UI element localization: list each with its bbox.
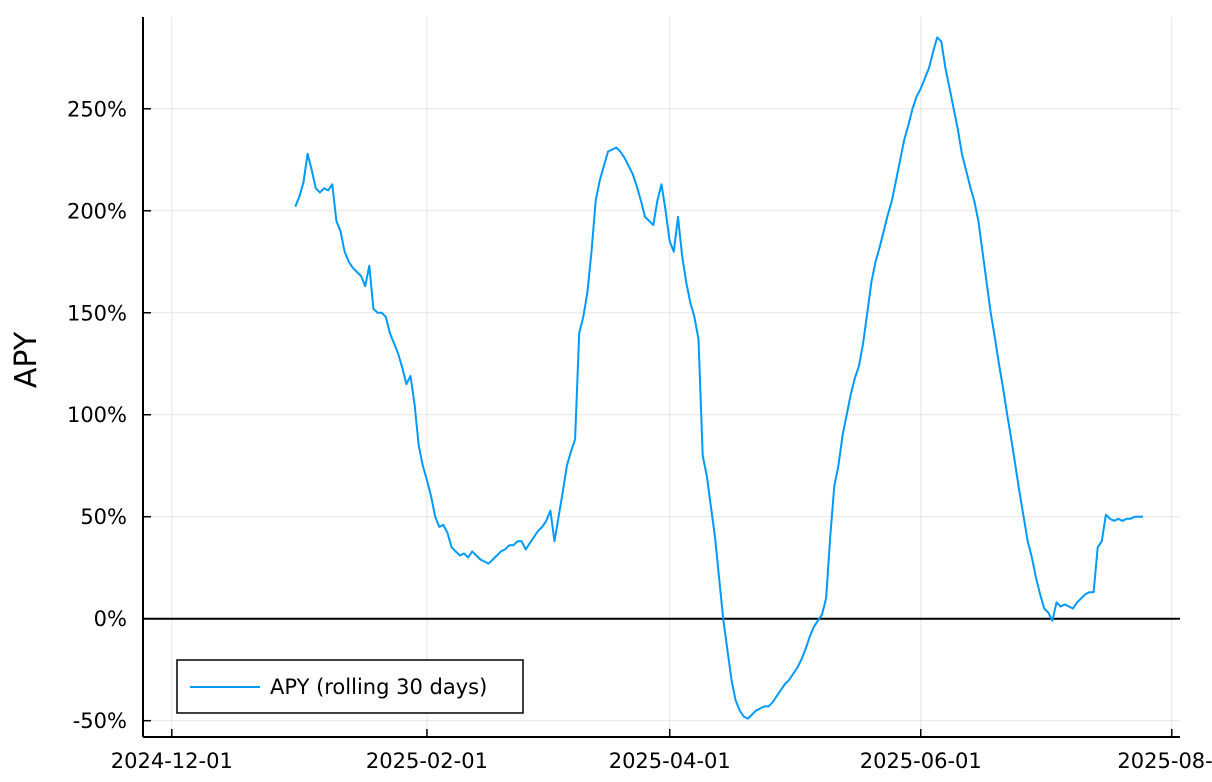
x-tick-label-2: 2025-04-01 [609,749,731,773]
y-tick-label-0: -50% [73,709,127,733]
legend-label: APY (rolling 30 days) [270,675,487,699]
y-tick-label-5: 200% [67,199,127,223]
y-axis-ticks: -50% 0% 50% 100% 150% 200% 250% [67,97,151,733]
x-tick-label-3: 2025-06-01 [860,749,982,773]
y-tick-label-4: 150% [67,301,127,325]
x-axis-ticks: 2024-12-01 2025-02-01 2025-04-01 2025-06-01… [111,729,1212,773]
y-tick-label-6: 250% [67,97,127,121]
x-tick-label-1: 2025-02-01 [366,749,488,773]
x-tick-label-0: 2024-12-01 [111,749,233,773]
y-tick-label-3: 100% [67,403,127,427]
apy-series-line [294,36,1143,720]
legend: APY (rolling 30 days) [176,659,524,714]
y-axis-title: APY [9,331,44,388]
x-gridlines [171,17,1173,737]
y-tick-label-2: 50% [80,505,127,529]
y-tick-label-1: 0% [94,607,127,631]
x-tick-label-4: 2025-08-0 [1117,749,1212,773]
